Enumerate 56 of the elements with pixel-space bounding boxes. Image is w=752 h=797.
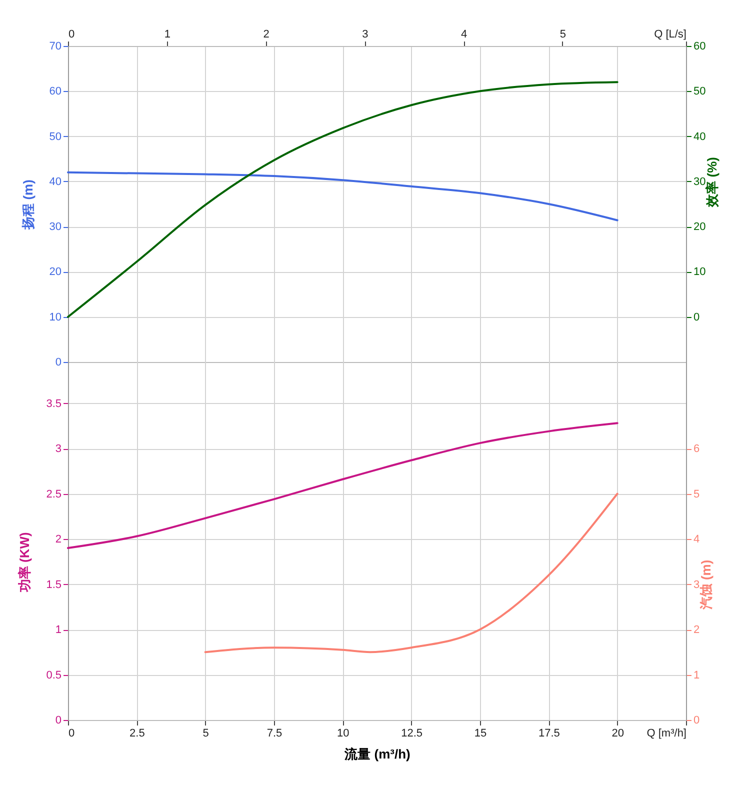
line-series [67, 171, 618, 222]
y2-tick-label: 0 [694, 311, 700, 324]
x2-tick-label: 3 [362, 28, 368, 40]
x2-tick-label: 2 [263, 28, 270, 40]
y-axis-title: 扬程 (m) [20, 180, 36, 230]
x-tick-label: Q [m³/h] [646, 728, 686, 740]
x2-tick-label: 1 [164, 28, 170, 40]
y2-tick-label: 30 [694, 176, 706, 188]
y-tick-label: 30 [49, 221, 62, 234]
y-tick-label: 60 [49, 86, 62, 98]
y-tick-label: 3.5 [46, 398, 62, 410]
y-tick-label: 1 [55, 624, 62, 636]
y-tick-label: 50 [49, 130, 62, 143]
y-tick-label: 40 [49, 176, 62, 188]
y-tick-label: 0 [55, 356, 62, 368]
x-tick-label: 20 [612, 728, 624, 740]
line-series [204, 492, 618, 654]
x2-tick-label: 5 [560, 28, 566, 40]
line-series [67, 422, 618, 550]
x-tick-label: 12.5 [401, 728, 423, 740]
y-tick-label: 2 [55, 534, 62, 546]
y-tick-label: 1.5 [46, 578, 62, 591]
x2-tick-label: Q [L/s] [654, 28, 686, 40]
y2-tick-label: 4 [694, 534, 700, 546]
y2-tick-label: 40 [694, 130, 706, 143]
y2-tick-label: 10 [694, 266, 706, 278]
x-axis-title: 流量 (m³/h) [344, 746, 410, 762]
y2-axis-title: 效率 (%) [704, 157, 720, 208]
x2-tick-label: 0 [68, 28, 75, 40]
y-tick-label: 20 [49, 266, 62, 278]
y-tick-label: 2.5 [46, 488, 62, 500]
x-tick-label: 17.5 [538, 728, 560, 740]
y2-tick-label: 60 [694, 40, 706, 52]
line-series [67, 81, 618, 318]
x-tick-label: 2.5 [130, 728, 145, 740]
y2-tick-label: 2 [694, 624, 700, 636]
x-tick-label: 10 [337, 728, 350, 740]
y2-tick-label: 50 [694, 86, 706, 98]
y2-tick-label: 5 [694, 488, 700, 500]
x-tick-label: 7.5 [266, 728, 282, 740]
y2-tick-label: 20 [694, 221, 706, 234]
y2-tick-label: 0 [694, 714, 700, 726]
y-tick-label: 0 [55, 714, 62, 726]
y-tick-label: 70 [49, 40, 62, 52]
y2-tick-label: 3 [694, 578, 700, 591]
x-tick-label: 5 [202, 728, 209, 740]
y-tick-label: 10 [49, 311, 62, 324]
x-tick-label: 0 [68, 728, 75, 740]
y2-axis-title: 汽蚀 (m) [698, 560, 714, 611]
y2-tick-label: 1 [694, 669, 700, 682]
y-tick-label: 0.5 [46, 669, 62, 682]
x-tick-label: 15 [474, 728, 487, 740]
y-tick-label: 3 [55, 443, 62, 455]
y2-tick-label: 6 [694, 443, 700, 455]
x2-tick-label: 4 [460, 28, 468, 40]
y-axis-title: 功率 (KW) [17, 532, 32, 594]
